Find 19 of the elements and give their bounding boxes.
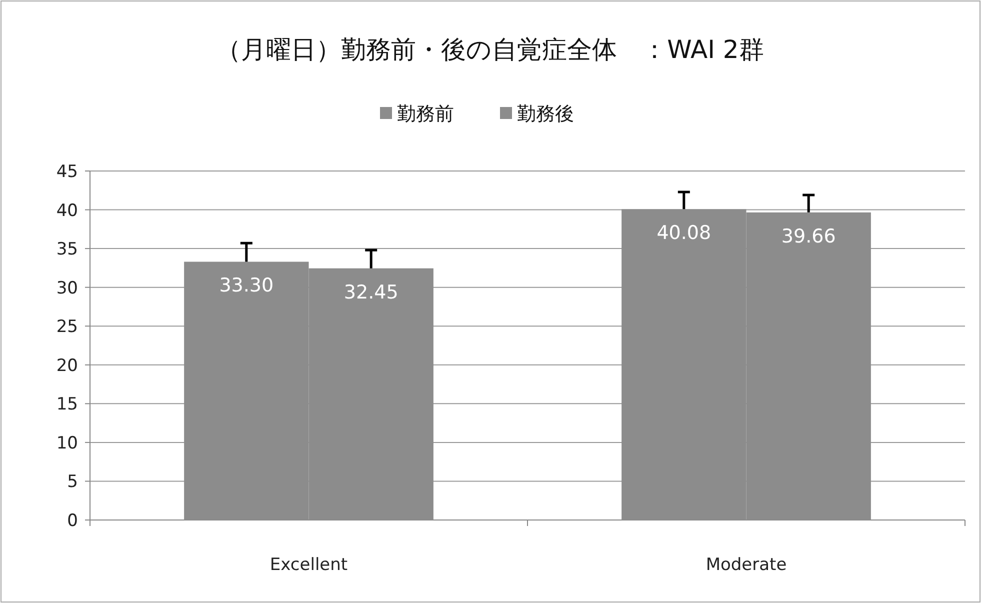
y-tick-label: 25 — [56, 317, 78, 338]
y-tick-label: 40 — [56, 200, 78, 221]
y-tick-label: 0 — [67, 511, 78, 531]
chart-title: （月曜日）勤務前・後の自覚症全体 ：WAI 2群 — [216, 35, 764, 64]
x-tick-label: Excellent — [270, 555, 348, 575]
y-tick-label: 15 — [56, 394, 78, 415]
x-tick-label: Moderate — [706, 555, 787, 575]
data-label: 32.45 — [344, 281, 398, 304]
y-tick-label: 5 — [67, 472, 78, 492]
data-label: 39.66 — [781, 225, 836, 248]
y-tick-label: 20 — [56, 356, 78, 376]
data-label: 40.08 — [656, 222, 712, 244]
legend-label: 勤務前 — [397, 103, 454, 125]
y-tick-label: 35 — [56, 240, 78, 260]
y-tick-label: 45 — [56, 162, 78, 182]
legend-label: 勤務後 — [517, 103, 574, 125]
data-label: 33.30 — [219, 274, 274, 297]
y-tick-label: 10 — [56, 433, 78, 454]
y-tick-label: 30 — [56, 278, 78, 298]
